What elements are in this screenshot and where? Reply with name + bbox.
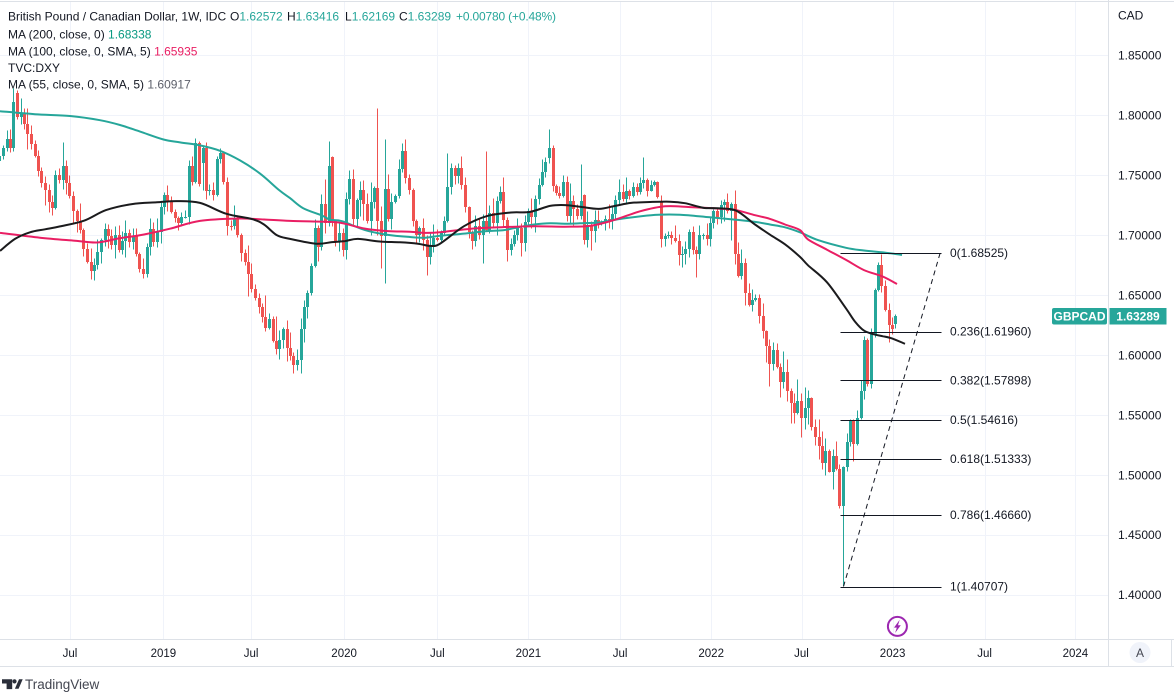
svg-text:0(1.68525): 0(1.68525) (950, 246, 1008, 260)
svg-text:1.63289: 1.63289 (1116, 310, 1160, 324)
svg-text:MA (200, close, 0) 1.68338: MA (200, close, 0) 1.68338 (8, 28, 152, 42)
svg-text:0.786(1.46660): 0.786(1.46660) (950, 508, 1031, 522)
svg-text:2020: 2020 (331, 648, 357, 660)
svg-text:0.618(1.51333): 0.618(1.51333) (950, 452, 1031, 466)
svg-text:0.5(1.54616): 0.5(1.54616) (950, 413, 1018, 427)
svg-text:1.75000: 1.75000 (1118, 169, 1162, 183)
svg-text:2023: 2023 (880, 648, 906, 660)
svg-text:Jul: Jul (613, 648, 628, 660)
svg-text:1.40000: 1.40000 (1118, 588, 1162, 602)
svg-text:2022: 2022 (698, 648, 724, 660)
svg-text:Jul: Jul (794, 648, 809, 660)
svg-text:1.85000: 1.85000 (1118, 49, 1162, 63)
svg-text:MA (55, close, 0, SMA, 5) 1.6: MA (55, close, 0, SMA, 5) 1.60917 (8, 78, 191, 92)
svg-text:1.80000: 1.80000 (1118, 109, 1162, 123)
svg-text:1.45000: 1.45000 (1118, 528, 1162, 542)
svg-text:CAD: CAD (1118, 9, 1144, 23)
svg-text:1.70000: 1.70000 (1118, 229, 1162, 243)
svg-text:Jul: Jul (63, 648, 78, 660)
svg-text:GBPCAD: GBPCAD (1053, 310, 1105, 324)
svg-text:0.236(1.61960): 0.236(1.61960) (950, 325, 1031, 339)
svg-text:MA (100, close, 0, SMA, 5) 1.: MA (100, close, 0, SMA, 5) 1.65935 (8, 45, 198, 59)
svg-text:1(1.40707): 1(1.40707) (950, 580, 1008, 594)
svg-text:A: A (1136, 646, 1144, 660)
svg-text:2024: 2024 (1063, 648, 1089, 660)
svg-text:TradingView: TradingView (25, 677, 100, 692)
svg-text:Jul: Jul (244, 648, 259, 660)
svg-text:Jul: Jul (430, 648, 445, 660)
svg-text:1.60000: 1.60000 (1118, 348, 1162, 362)
svg-text:TVC:DXY: TVC:DXY (8, 61, 60, 75)
svg-text:0.382(1.57898): 0.382(1.57898) (950, 373, 1031, 387)
svg-text:1.55000: 1.55000 (1118, 408, 1162, 422)
svg-text:British Pound / Canadian Dolla: British Pound / Canadian Dollar, 1W, IDC… (8, 10, 556, 24)
svg-text:1.65000: 1.65000 (1118, 288, 1162, 302)
svg-text:2019: 2019 (151, 648, 177, 660)
svg-text:Jul: Jul (977, 648, 992, 660)
svg-text:2021: 2021 (516, 648, 542, 660)
svg-text:1.50000: 1.50000 (1118, 468, 1162, 482)
